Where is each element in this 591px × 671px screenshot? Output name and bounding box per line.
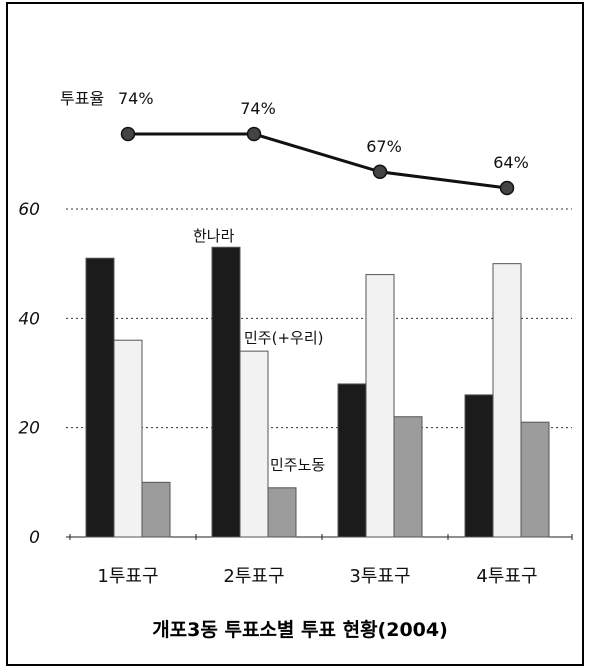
series-label-3: 민주노동 xyxy=(270,456,325,474)
bar-hannara-4 xyxy=(464,394,494,538)
bar-hannara-1 xyxy=(85,257,115,538)
chart-title: 개포3동 투표소별 투표 현황(2004) xyxy=(152,618,448,641)
bar-minjunodong-3 xyxy=(393,416,423,538)
x-tick-label: 4투표구 xyxy=(476,566,537,587)
turnout-series-label: 투표율 xyxy=(60,89,104,108)
turnout-value-label: 74% xyxy=(118,89,154,108)
turnout-point xyxy=(499,180,515,196)
bar-minjunodong-2 xyxy=(267,487,297,538)
bar-minju-2 xyxy=(239,350,269,538)
turnout-line xyxy=(128,132,508,190)
bar-hannara-2 xyxy=(211,246,241,538)
bar-minju-3 xyxy=(365,274,395,538)
bar-group xyxy=(85,246,550,538)
turnout-point xyxy=(246,126,262,142)
bar-minju-4 xyxy=(492,263,522,538)
bar-hannara-3 xyxy=(337,383,367,538)
series-label-1: 한나라 xyxy=(193,227,235,245)
y-tick-label: 40 xyxy=(18,309,40,329)
x-tick-label: 2투표구 xyxy=(223,566,284,587)
bar-minjunodong-1 xyxy=(141,481,171,538)
turnout-value-label: 64% xyxy=(493,153,529,172)
turnout-point xyxy=(120,126,136,142)
y-tick-label: 60 xyxy=(18,200,40,220)
turnout-line-group xyxy=(120,126,515,196)
turnout-point xyxy=(372,164,388,180)
turnout-value-label: 67% xyxy=(366,137,402,156)
turnout-value-label: 74% xyxy=(240,99,276,118)
bar-minju-1 xyxy=(113,339,143,538)
y-tick-label: 0 xyxy=(29,528,40,548)
y-tick-label: 20 xyxy=(18,419,40,439)
x-tick-label: 3투표구 xyxy=(349,566,410,587)
series-label-2: 민주(+우리) xyxy=(244,329,323,347)
x-tick-label: 1투표구 xyxy=(97,566,158,587)
bar-minjunodong-4 xyxy=(520,421,550,538)
